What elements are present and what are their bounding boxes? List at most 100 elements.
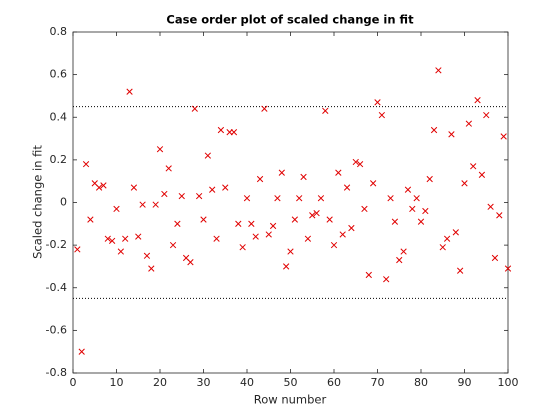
x-tick-label: 40 xyxy=(240,376,254,389)
marker xyxy=(95,184,103,191)
marker xyxy=(483,111,490,119)
marker xyxy=(404,186,412,193)
marker xyxy=(422,207,429,215)
marker xyxy=(369,180,377,187)
y-tick-label: 0.2 xyxy=(50,153,68,166)
marker xyxy=(217,126,225,134)
marker xyxy=(143,252,151,259)
marker xyxy=(304,235,312,242)
marker xyxy=(200,216,207,223)
marker xyxy=(252,233,259,240)
marker xyxy=(126,88,133,95)
marker xyxy=(204,152,212,159)
x-tick-label: 20 xyxy=(153,376,167,389)
marker xyxy=(187,259,194,266)
marker xyxy=(443,235,451,242)
marker xyxy=(139,201,146,208)
marker xyxy=(343,184,351,191)
marker xyxy=(113,205,120,213)
marker xyxy=(261,105,268,112)
marker xyxy=(222,184,229,191)
marker xyxy=(387,195,394,202)
x-tick-label: 100 xyxy=(498,376,519,389)
x-tick-label: 30 xyxy=(197,376,211,389)
marker xyxy=(287,248,294,255)
marker xyxy=(504,265,512,272)
marker xyxy=(278,169,285,176)
marker xyxy=(413,195,420,202)
marker xyxy=(374,99,381,106)
marker xyxy=(400,248,407,255)
marker xyxy=(348,224,355,232)
x-tick-label: 60 xyxy=(327,376,341,389)
marker xyxy=(391,218,399,225)
marker xyxy=(500,133,507,140)
marker xyxy=(383,276,390,283)
marker xyxy=(491,254,499,262)
marker xyxy=(426,175,433,183)
marker xyxy=(300,173,307,181)
marker xyxy=(496,212,503,219)
marker xyxy=(309,212,316,219)
marker xyxy=(100,182,107,189)
marker xyxy=(122,235,129,242)
marker xyxy=(470,163,477,170)
marker xyxy=(191,105,198,112)
chart-title: Case order plot of scaled change in fit xyxy=(166,13,414,27)
marker xyxy=(461,180,468,187)
marker xyxy=(356,160,364,168)
marker xyxy=(435,67,442,74)
marker xyxy=(296,195,303,202)
marker xyxy=(282,263,290,270)
marker xyxy=(365,271,372,279)
x-tick-label: 50 xyxy=(284,376,298,389)
x-tick-label: 90 xyxy=(458,376,472,389)
x-axis-label: Row number xyxy=(254,393,327,407)
marker xyxy=(213,235,220,242)
marker xyxy=(108,237,116,245)
marker xyxy=(291,216,299,223)
marker xyxy=(169,241,177,249)
marker xyxy=(174,220,181,227)
y-tick-label: -0.2 xyxy=(46,238,67,251)
marker xyxy=(82,160,90,168)
marker xyxy=(274,195,281,202)
x-tick-label: 70 xyxy=(371,376,385,389)
marker xyxy=(156,146,164,153)
marker xyxy=(409,205,416,213)
y-tick-label: 0 xyxy=(60,196,67,209)
marker xyxy=(87,216,94,223)
marker xyxy=(326,216,333,223)
marker xyxy=(243,195,251,202)
marker xyxy=(335,169,342,176)
marker xyxy=(439,244,446,251)
marker xyxy=(396,256,403,264)
y-axis-label: Scaled change in fit xyxy=(31,145,45,259)
marker xyxy=(313,210,320,217)
marker xyxy=(230,129,238,136)
y-tick-label: -0.6 xyxy=(46,323,67,336)
marker xyxy=(456,267,464,274)
marker xyxy=(130,184,138,191)
marker xyxy=(256,175,264,183)
marker xyxy=(178,192,185,200)
marker xyxy=(465,120,473,127)
marker xyxy=(209,186,216,193)
marker xyxy=(430,126,438,134)
marker xyxy=(135,233,142,240)
marker xyxy=(452,229,459,236)
x-tick-label: 0 xyxy=(70,376,77,389)
marker xyxy=(117,248,125,255)
marker xyxy=(248,220,255,227)
marker xyxy=(361,205,368,213)
marker xyxy=(487,203,494,210)
marker xyxy=(165,165,172,172)
marker xyxy=(317,195,325,202)
x-tick-label: 80 xyxy=(414,376,428,389)
marker xyxy=(235,220,242,227)
marker xyxy=(104,235,111,242)
marker xyxy=(448,131,455,138)
marker xyxy=(378,111,386,119)
marker xyxy=(474,97,481,104)
